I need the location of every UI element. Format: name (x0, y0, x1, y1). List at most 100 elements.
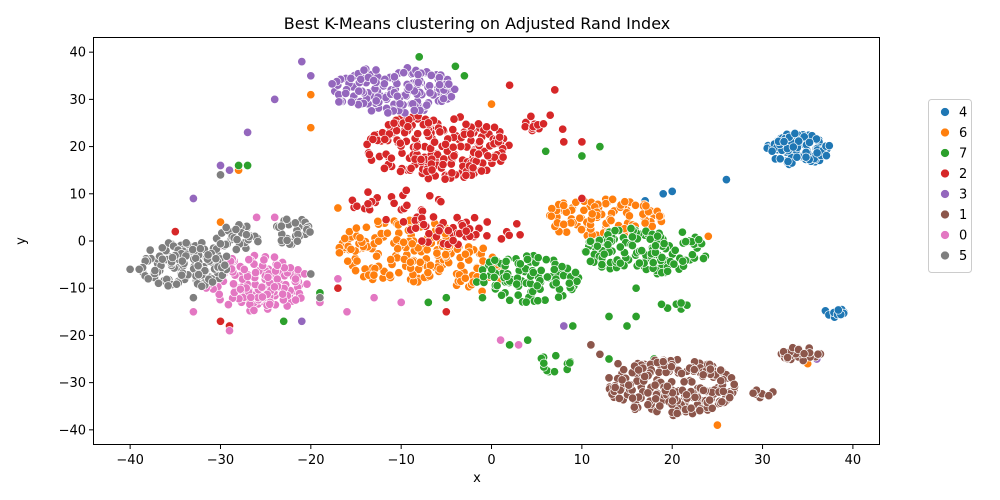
data-point (606, 215, 616, 226)
legend-marker-4 (940, 107, 950, 117)
data-point (679, 377, 689, 387)
data-point (460, 273, 470, 283)
data-point (716, 376, 726, 386)
data-point (546, 211, 556, 221)
data-point (306, 269, 316, 279)
data-point (640, 371, 650, 382)
data-point (427, 165, 437, 175)
data-point (428, 212, 439, 222)
data-point (521, 297, 531, 307)
data-point (654, 211, 665, 221)
data-point (393, 244, 403, 254)
data-point (232, 235, 242, 245)
data-point (482, 122, 492, 132)
data-point (539, 358, 549, 368)
data-point (263, 272, 273, 282)
data-point (721, 175, 731, 185)
data-point (614, 393, 624, 403)
data-point (677, 368, 687, 379)
data-point (380, 134, 390, 144)
x-tick-label: 0 (487, 453, 495, 468)
data-point (767, 146, 777, 156)
data-point (670, 245, 680, 255)
data-point (492, 281, 502, 291)
data-point (663, 266, 673, 276)
data-point (207, 277, 218, 287)
data-point (371, 65, 381, 75)
data-point (278, 289, 288, 299)
data-point (482, 231, 492, 241)
data-point (698, 253, 709, 264)
data-point (351, 223, 361, 233)
data-point (461, 170, 471, 180)
data-point (542, 272, 552, 282)
data-point (572, 276, 582, 286)
data-point (188, 307, 198, 317)
x-tick-label: −20 (297, 453, 324, 468)
data-point (257, 292, 267, 302)
data-point (251, 268, 261, 278)
data-point (610, 226, 620, 236)
data-point (409, 105, 419, 115)
y-tick-label: −20 (59, 329, 86, 344)
x-tick-label: 20 (664, 453, 681, 468)
data-point (604, 354, 614, 364)
x-tick-label: 30 (754, 453, 771, 468)
series-5 (125, 170, 325, 303)
data-point (570, 267, 581, 278)
data-point (270, 212, 280, 222)
data-point (694, 235, 704, 245)
data-point (412, 141, 422, 151)
data-point (650, 241, 661, 251)
data-point (459, 71, 469, 81)
series-4 (622, 128, 849, 322)
data-point (653, 231, 663, 241)
data-point (379, 79, 389, 89)
data-point (342, 307, 352, 317)
legend-label-7: 7 (959, 147, 967, 162)
data-point (215, 170, 226, 180)
data-point (398, 217, 409, 227)
data-point (346, 73, 356, 83)
data-point (243, 127, 253, 137)
data-point (514, 340, 524, 350)
data-point (495, 132, 505, 142)
data-point (712, 420, 722, 430)
data-point (655, 401, 665, 411)
data-point (804, 137, 815, 147)
y-tick-label: −30 (59, 376, 86, 391)
x-tick-label: 10 (574, 453, 591, 468)
data-point (717, 397, 727, 407)
series-2 (170, 80, 587, 331)
data-point (687, 377, 697, 387)
data-point (568, 321, 578, 331)
data-point (426, 70, 436, 80)
data-point (477, 166, 487, 176)
data-point (221, 222, 231, 233)
data-point (559, 200, 569, 211)
data-point (695, 406, 705, 416)
data-point (629, 402, 639, 412)
data-point (306, 123, 316, 133)
data-point (305, 227, 315, 237)
data-point (315, 293, 325, 303)
data-point (597, 260, 607, 270)
data-point (705, 364, 715, 374)
data-point (794, 136, 804, 146)
data-point (662, 381, 672, 391)
data-point (603, 240, 613, 250)
data-point (478, 243, 488, 253)
data-point (502, 271, 512, 281)
data-point (222, 251, 232, 261)
data-point (172, 279, 182, 289)
data-point (257, 282, 267, 292)
data-point (413, 77, 423, 88)
data-point (748, 388, 758, 398)
data-point (716, 365, 726, 375)
data-point (423, 297, 433, 307)
data-point (474, 149, 484, 159)
data-point (672, 408, 682, 418)
data-point (585, 256, 595, 266)
data-point (436, 197, 446, 207)
